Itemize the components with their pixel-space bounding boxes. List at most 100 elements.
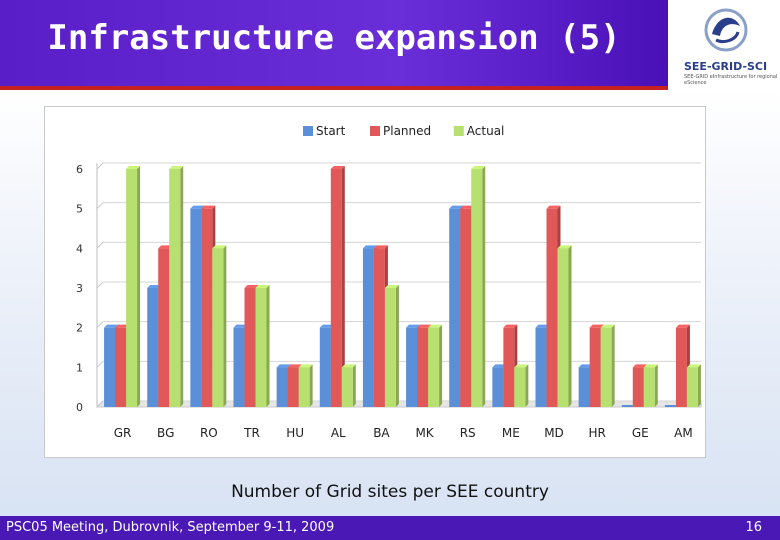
page-number: 16	[745, 520, 762, 535]
bar-top-actual-ge	[643, 364, 658, 368]
bar-side-actual-ge	[654, 364, 658, 407]
bar-top-actual-gr	[126, 166, 141, 169]
bar-side-actual-rs	[482, 166, 486, 407]
x-tick-label-tr: TR	[243, 426, 260, 440]
bar-chart: 0 1 2 3 4 5 6 GR BG RO TR HU AL BA MK RS ME MD HR GE AM Start…	[76, 124, 702, 440]
bar-top-planned-al	[330, 166, 345, 169]
bar-planned-gr	[115, 327, 127, 407]
bar-planned-rs	[460, 208, 472, 407]
bar-top-start-me	[492, 364, 507, 368]
bar-actual-md	[557, 248, 569, 407]
y-tick-label: 1	[76, 361, 83, 374]
bar-top-actual-hr	[600, 324, 615, 328]
bar-side-actual-al	[352, 364, 356, 407]
legend-label-actual: Actual	[467, 124, 505, 138]
title-bar: Infrastructure expansion (5)	[0, 0, 668, 90]
bar-top-planned-mk	[417, 324, 432, 328]
bar-start-al	[319, 327, 331, 407]
y-tick-label: 5	[76, 203, 83, 216]
x-tick-label-ge: GE	[632, 426, 649, 440]
x-tick-label-rs: RS	[460, 426, 476, 440]
bar-top-actual-bg	[169, 166, 184, 169]
bar-top-planned-ro	[201, 205, 216, 209]
bar-top-actual-tr	[255, 285, 270, 288]
bar-actual-gr	[126, 169, 138, 407]
bar-side-actual-gr	[137, 166, 141, 407]
bar-start-ba	[362, 248, 374, 407]
bar-planned-hu	[287, 367, 299, 407]
bar-start-rs	[449, 208, 461, 407]
bar-top-start-hr	[578, 364, 593, 368]
footer-bar	[0, 516, 780, 540]
slide-title: Infrastructure expansion (5)	[47, 18, 621, 58]
bar-side-actual-ba	[395, 285, 399, 407]
bar-planned-me	[503, 327, 515, 407]
y-tick-label: 4	[76, 242, 83, 255]
bar-start-bg	[147, 288, 159, 407]
bar-actual-hr	[600, 327, 612, 407]
bar-side-planned-al	[341, 166, 345, 407]
bar-start-hr	[578, 367, 590, 407]
bar-top-planned-hu	[287, 364, 302, 368]
bar-top-start-ro	[190, 205, 205, 209]
bar-top-planned-am	[675, 324, 690, 328]
legend-swatch-actual	[453, 126, 464, 136]
legend-swatch-planned	[370, 126, 380, 136]
bar-side-actual-am	[697, 364, 701, 407]
bar-side-actual-md	[568, 245, 572, 407]
chart-caption: Number of Grid sites per SEE country	[231, 482, 549, 502]
bar-side-actual-bg	[180, 166, 184, 407]
bar-top-planned-hr	[589, 324, 604, 328]
x-tick-label-ba: BA	[373, 426, 390, 440]
legend-label-planned: Planned	[383, 124, 431, 138]
bar-planned-ge	[632, 367, 644, 407]
bar-top-planned-gr	[115, 324, 130, 328]
bar-top-actual-rs	[471, 166, 486, 169]
bar-planned-ba	[373, 248, 385, 407]
bar-actual-tr	[255, 288, 267, 407]
bar-top-start-al	[319, 324, 334, 328]
bar-planned-am	[675, 327, 687, 407]
bar-side-actual-mk	[439, 324, 443, 407]
bar-top-start-ba	[362, 245, 377, 249]
chart-frame: 0 1 2 3 4 5 6 GR BG RO TR HU AL BA MK RS ME MD HR GE AM Start…	[44, 106, 706, 458]
logo-text: SEE-GRID-SCI	[684, 60, 768, 73]
y-tick-label: 3	[76, 282, 83, 295]
bar-top-planned-ba	[373, 245, 388, 249]
grid-depth-5	[96, 202, 104, 210]
bar-start-mk	[406, 327, 418, 407]
see-grid-logo-icon	[704, 8, 748, 52]
bar-side-actual-hu	[309, 364, 313, 407]
bar-actual-hu	[298, 367, 310, 407]
bar-top-start-mk	[406, 324, 421, 328]
bar-start-tr	[233, 327, 245, 407]
bar-top-start-md	[535, 324, 550, 328]
bar-actual-ge	[643, 367, 655, 407]
y-tick-label: 6	[76, 163, 83, 176]
grid-depth-4	[96, 241, 104, 249]
x-tick-label-hu: HU	[286, 426, 304, 440]
bar-planned-mk	[417, 327, 429, 407]
x-tick-label-bg: BG	[157, 426, 174, 440]
bar-top-actual-ro	[212, 245, 227, 249]
bar-top-planned-tr	[244, 285, 259, 288]
legend-label-start: Start	[316, 124, 346, 138]
bar-top-start-bg	[147, 285, 162, 288]
bar-start-md	[535, 327, 547, 407]
bar-actual-al	[341, 367, 353, 407]
bar-actual-rs	[471, 169, 483, 407]
bar-start-ge	[621, 405, 633, 407]
bar-planned-md	[546, 208, 558, 407]
x-tick-label-mk: MK	[415, 426, 434, 440]
grid-depth-0	[96, 400, 104, 408]
bar-top-actual-me	[514, 364, 529, 368]
bar-top-actual-mk	[428, 324, 443, 328]
y-tick-label: 0	[76, 401, 83, 414]
grid-depth-1	[96, 360, 104, 368]
grid-depth-2	[96, 321, 104, 329]
bar-top-planned-me	[503, 324, 518, 328]
bar-actual-mk	[428, 327, 440, 407]
bar-side-actual-ro	[223, 245, 227, 407]
bar-top-start-gr	[104, 324, 119, 328]
bar-top-planned-md	[546, 205, 561, 209]
